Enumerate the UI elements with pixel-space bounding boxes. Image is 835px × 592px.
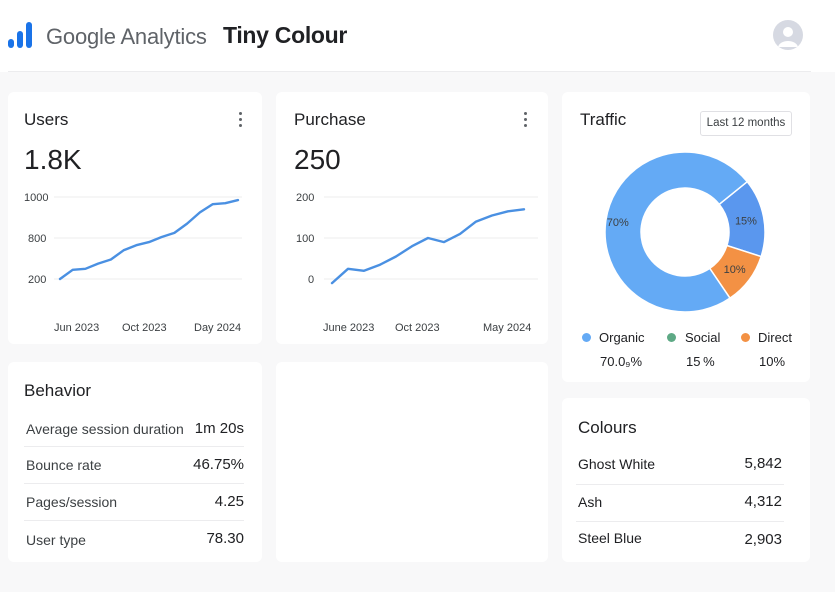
top-bar: Google Analytics Tiny Colour xyxy=(0,0,835,72)
x-tick-label: Day 2024 xyxy=(194,322,241,334)
property-name[interactable]: Tiny Colour xyxy=(223,22,348,48)
colour-value: 5,842 xyxy=(744,455,782,472)
legend-label-direct: Direct xyxy=(758,330,792,345)
traffic-card xyxy=(562,92,810,382)
legend-value-organic: 70.0₉% xyxy=(600,354,643,369)
metric-value: 4.25 xyxy=(214,493,244,510)
metric-value: 46.75% xyxy=(193,456,244,473)
legend-dot-organic xyxy=(582,333,591,342)
y-tick-label: 100 xyxy=(296,233,314,245)
y-tick-label: 800 xyxy=(28,233,46,245)
row-divider xyxy=(24,483,244,484)
donut-slice-organic[interactable] xyxy=(604,151,749,313)
y-tick-label: 1000 xyxy=(24,192,48,204)
traffic-donut-chart: 15% 10% 70% xyxy=(604,151,766,313)
row-divider xyxy=(24,520,244,521)
metric-label: Pages/session xyxy=(26,494,118,510)
header-divider xyxy=(8,71,811,72)
purchase-chart: 200 100 0 June 2023 Oct 2023 May 2024 xyxy=(296,192,538,334)
metric-value: 1m 20s xyxy=(194,420,244,437)
x-tick-label: June 2023 xyxy=(323,322,374,334)
date-range-button[interactable]: Last 12 months xyxy=(700,111,792,136)
purchase-value: 250 xyxy=(294,144,341,175)
purchase-series-line xyxy=(330,208,526,285)
purchase-more-icon[interactable] xyxy=(518,110,532,130)
colour-value: 2,903 xyxy=(744,531,782,548)
x-tick-label: May 2024 xyxy=(483,322,531,334)
y-tick-label: 0 xyxy=(308,274,314,286)
row-divider xyxy=(576,484,784,485)
traffic-title: Traffic xyxy=(580,110,627,129)
colours-card xyxy=(562,398,810,562)
legend-label-social: Social xyxy=(685,330,721,345)
users-chart: 1000 800 200 Jun 2023 Oct 2023 Day 2024 xyxy=(24,192,242,334)
row-divider xyxy=(24,446,244,447)
user-icon xyxy=(778,27,798,47)
empty-card xyxy=(276,362,548,562)
metric-label: Average session duration xyxy=(26,421,184,437)
legend-dot-direct xyxy=(741,333,750,342)
legend-dot-social xyxy=(667,333,676,342)
purchase-card xyxy=(276,92,548,344)
behavior-card xyxy=(8,362,262,562)
x-tick-label: Oct 2023 xyxy=(395,322,440,334)
colour-value: 4,312 xyxy=(744,493,782,510)
x-tick-label: Oct 2023 xyxy=(122,322,167,334)
avatar[interactable] xyxy=(773,20,803,50)
donut-slice-label-direct: 10% xyxy=(724,264,746,276)
legend-value-direct: 10% xyxy=(759,354,786,369)
donut-slice-label-organic: 70% xyxy=(607,217,629,229)
metric-label: Bounce rate xyxy=(26,457,102,473)
y-tick-label: 200 xyxy=(28,274,46,286)
colour-label: Ash xyxy=(578,494,603,510)
y-tick-label: 200 xyxy=(296,192,314,204)
colours-title: Colours xyxy=(578,418,637,437)
legend-value-social: 15 % xyxy=(686,354,715,369)
users-more-icon[interactable] xyxy=(233,110,247,130)
purchase-title: Purchase xyxy=(294,110,366,129)
legend-label-organic: Organic xyxy=(599,330,645,345)
analytics-logo-icon xyxy=(8,22,32,48)
users-card xyxy=(8,92,262,344)
users-value: 1.8K xyxy=(24,144,82,175)
colour-label: Steel Blue xyxy=(578,530,642,546)
metric-value: 78.30 xyxy=(206,530,244,547)
users-series-line xyxy=(58,198,240,281)
users-title: Users xyxy=(24,110,69,129)
row-divider xyxy=(576,521,784,522)
colour-label: Ghost White xyxy=(578,456,656,472)
brand-name: Google Analytics xyxy=(46,24,207,49)
x-tick-label: Jun 2023 xyxy=(54,322,99,334)
behavior-title: Behavior xyxy=(24,381,92,400)
metric-label: User type xyxy=(26,532,86,548)
donut-slice-label-social: 15% xyxy=(735,216,757,228)
